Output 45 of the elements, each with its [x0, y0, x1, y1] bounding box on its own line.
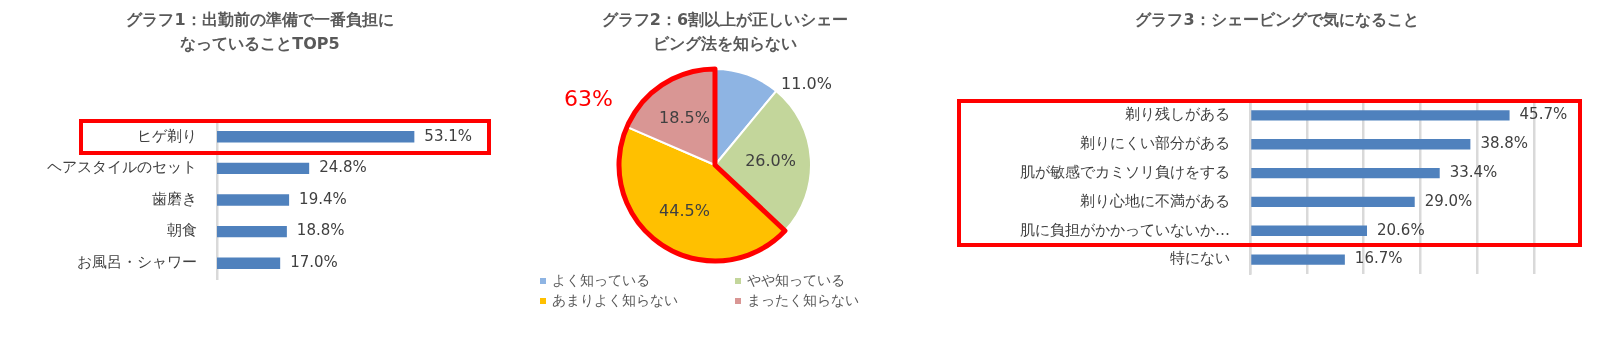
- legend-label: あまりよく知らない: [551, 292, 679, 310]
- data-label: 20.6%: [1377, 220, 1425, 239]
- bar: [217, 162, 310, 175]
- data-label: 19.4%: [299, 189, 347, 208]
- bar: [1251, 110, 1510, 121]
- bar: [1251, 196, 1415, 208]
- data-label: 18.8%: [296, 221, 345, 240]
- chart-title: グラフ2：6割以上が正しいシェービング法を知らない: [600, 9, 850, 55]
- data-label: 29.0%: [1424, 191, 1473, 210]
- data-label: 38.8%: [1480, 134, 1529, 153]
- y-tick-label: お風呂・シャワー: [77, 253, 197, 272]
- bar: [1251, 254, 1345, 265]
- data-label: 44.5%: [659, 200, 710, 220]
- chart-title: グラフ1：出勤前の準備で一番負担になっていることTOP5: [125, 9, 395, 55]
- data-label: 24.8%: [319, 158, 367, 177]
- bar: [217, 194, 290, 206]
- data-label: 45.7%: [1519, 105, 1568, 124]
- y-tick-label: ヒゲ剃り: [137, 126, 197, 145]
- text: 63%: [564, 85, 613, 111]
- bar: [1251, 139, 1471, 150]
- bar: [217, 225, 287, 238]
- bar: [217, 257, 281, 269]
- data-label: 16.7%: [1354, 249, 1403, 268]
- legend-label: よく知っている: [551, 272, 651, 290]
- legend-label: まったく知らない: [746, 292, 860, 310]
- data-label: 11.0%: [781, 74, 832, 94]
- y-tick-label: 肌が敏感でカミソリ負けをする: [1020, 162, 1230, 181]
- bar: [1251, 225, 1368, 236]
- bar: [1251, 167, 1440, 179]
- data-label: 18.5%: [659, 107, 710, 127]
- data-label: 33.4%: [1449, 162, 1498, 181]
- data-label: 26.0%: [745, 150, 796, 170]
- y-tick-label: 肌に負担がかかっていないか…: [1020, 220, 1230, 239]
- chart-title: グラフ3：シェービングで気になること: [1134, 9, 1420, 31]
- y-tick-label: 特にない: [1170, 249, 1230, 268]
- y-tick-label: ヘアスタイルのセット: [47, 158, 197, 177]
- y-tick-label: 剃り心地に不満がある: [1080, 191, 1230, 210]
- bar: [217, 131, 415, 143]
- y-tick-label: 朝食: [167, 221, 197, 240]
- data-label: 53.1%: [424, 126, 473, 145]
- y-tick-label: 歯磨き: [152, 189, 197, 208]
- legend-label: やや知っている: [746, 272, 846, 290]
- data-label: 17.0%: [290, 253, 338, 272]
- y-tick-label: 剃りにくい部分がある: [1080, 134, 1230, 153]
- y-tick-label: 剃り残しがある: [1125, 105, 1230, 124]
